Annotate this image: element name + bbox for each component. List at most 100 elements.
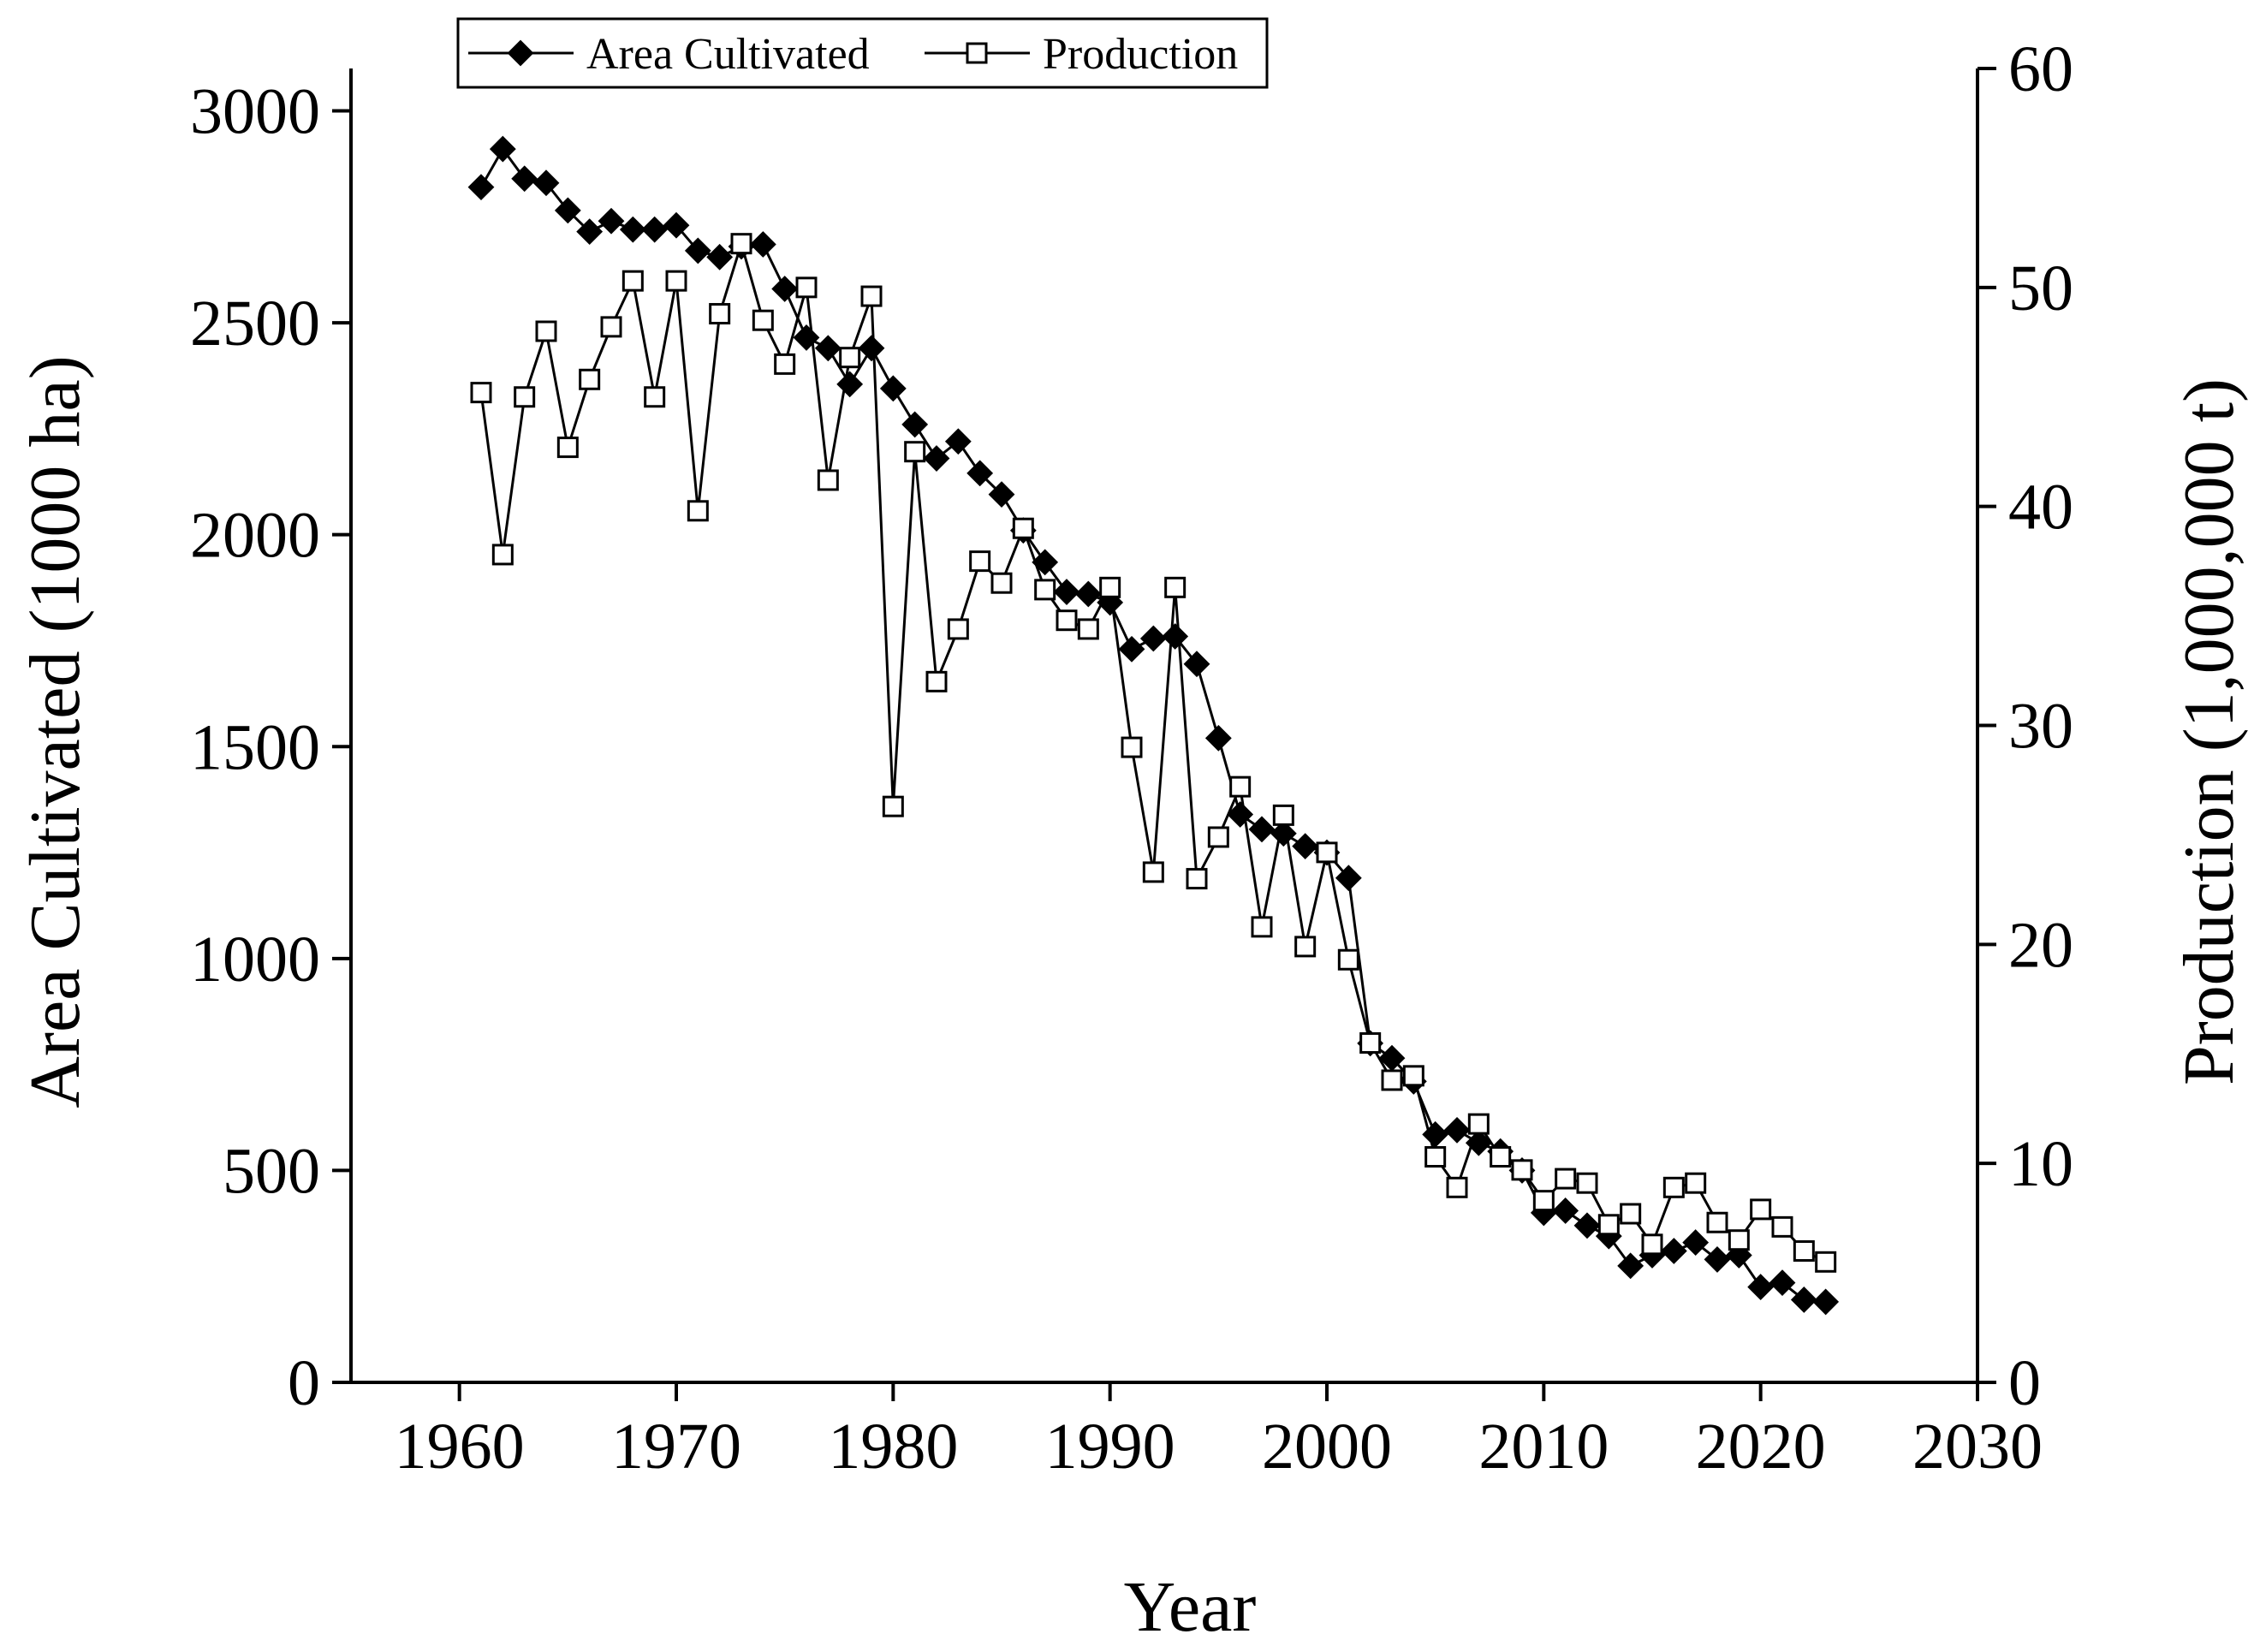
area-cultivated-point (1335, 865, 1362, 892)
production-point (1771, 1215, 1793, 1238)
production-point (969, 550, 991, 573)
production-point (925, 670, 948, 692)
y2-tick-label: 10 (2008, 1128, 2073, 1200)
x-tick-label: 2000 (1262, 1411, 1392, 1483)
production-point (1511, 1159, 1533, 1181)
production-point (774, 353, 796, 375)
production-point (1272, 804, 1294, 826)
production-point (1532, 1190, 1555, 1212)
area-cultivated-point (1660, 1238, 1687, 1264)
production-point (839, 347, 861, 369)
production-point (1706, 1211, 1728, 1233)
area-cultivated-point (1552, 1197, 1579, 1224)
area-cultivated-point (901, 411, 929, 438)
production-point (665, 270, 687, 292)
area-cultivated-point (1617, 1252, 1644, 1280)
area-cultivated-point (923, 445, 950, 472)
x-tick-label: 1970 (611, 1411, 741, 1483)
legend-production-marker (966, 42, 988, 64)
production-point (600, 316, 622, 338)
x-tick-label: 2030 (1912, 1411, 2043, 1483)
legend: Area Cultivated Production (456, 17, 1269, 89)
y2-tick-label: 20 (2008, 909, 2073, 981)
legend-production-label: Production (1043, 30, 1238, 79)
production-point (1685, 1172, 1707, 1194)
x-axis-title: Year (1124, 1567, 1257, 1647)
production-point (1099, 576, 1121, 598)
production-point (1316, 841, 1338, 864)
area-cultivated-point (1248, 816, 1276, 843)
area-cultivated-point (598, 207, 625, 235)
production-point (1207, 826, 1229, 848)
production-point (1490, 1145, 1512, 1168)
production-point (556, 437, 579, 459)
production-point (1056, 609, 1078, 632)
production-point (622, 270, 644, 292)
area-cultivated-point (836, 371, 864, 398)
production-point (1576, 1172, 1598, 1194)
production-point (1381, 1069, 1403, 1091)
production-point (860, 285, 883, 307)
area-cultivated-point (1139, 625, 1167, 652)
area-cultivated-point (511, 165, 538, 193)
production-point (882, 795, 904, 817)
area-cultivated-point (554, 197, 581, 224)
y-axis-right-title: Production (1,000,000 t) (2169, 378, 2249, 1085)
area-cultivated-point (814, 335, 842, 362)
area-cultivated-point (1812, 1288, 1840, 1316)
series-area-cultivated (467, 135, 1840, 1316)
area-cultivated-point (684, 237, 711, 264)
production-point (817, 469, 839, 491)
area-cultivated-point (988, 481, 1015, 508)
area-cultivated-point (1465, 1129, 1492, 1156)
production-point (947, 618, 969, 640)
axes: 1960 1970 1980 1990 2000 2010 2020 203005001000… (190, 33, 2073, 1483)
area-cultivated-line (479, 146, 1826, 1304)
production-point (1142, 861, 1164, 883)
area-cultivated-point (1443, 1116, 1471, 1144)
area-cultivated-point (663, 211, 690, 239)
production-point (1467, 1113, 1490, 1135)
production-point (1337, 948, 1359, 971)
x-tick-label: 2020 (1696, 1411, 1826, 1483)
production-point (904, 441, 926, 463)
production-point (1728, 1229, 1750, 1251)
series-production (470, 233, 1837, 1273)
area-cultivated-point (576, 218, 604, 246)
area-cultivated-point (1573, 1212, 1601, 1239)
area-cultivated-point (1704, 1245, 1731, 1273)
x-tick-label: 1980 (828, 1411, 958, 1483)
production-point (1662, 1176, 1685, 1198)
area-cultivated-point (1204, 724, 1232, 752)
production-point (990, 572, 1013, 594)
production-point (1446, 1176, 1468, 1198)
area-cultivated-point (532, 169, 560, 197)
production-line (479, 239, 1827, 1263)
y-tick-label: 1000 (190, 924, 320, 995)
area-cultivated-point (858, 335, 885, 362)
y-tick-label: 2000 (190, 500, 320, 572)
production-point (535, 320, 557, 342)
area-cultivated-point (879, 375, 907, 402)
production-point (1402, 1065, 1424, 1087)
area-cultivated-point (1162, 623, 1189, 650)
production-point (491, 544, 514, 566)
production-point (1012, 517, 1034, 539)
production-point (1750, 1198, 1772, 1221)
production-point (1294, 936, 1317, 958)
production-point (1555, 1168, 1577, 1190)
production-point (730, 233, 752, 255)
area-cultivated-point (1053, 579, 1080, 605)
x-tick-label: 2010 (1478, 1411, 1609, 1483)
production-point (1121, 736, 1143, 758)
production-point (752, 309, 774, 331)
production-point (1164, 576, 1186, 598)
area-cultivated-point (771, 276, 799, 302)
y-axis-left-title: Area Cultivated (1000 ha) (15, 355, 95, 1108)
production-point (1077, 618, 1099, 640)
area-cultivated-point (1183, 651, 1210, 678)
area-cultivated-point (749, 231, 776, 258)
area-cultivated-point (1118, 635, 1145, 663)
area-cultivated-point (619, 216, 646, 243)
production-point (1620, 1203, 1642, 1225)
